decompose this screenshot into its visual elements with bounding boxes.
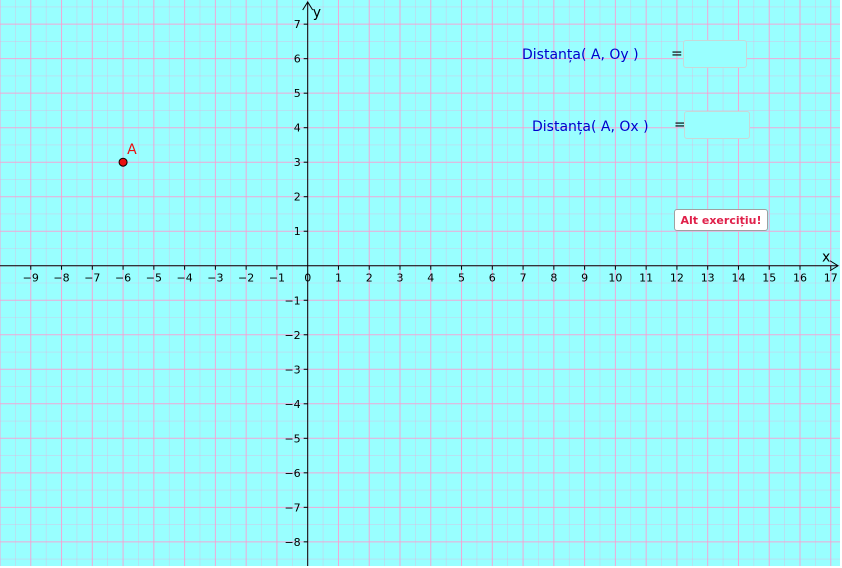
y-tick-label: −1 <box>284 294 300 307</box>
y-tick-label: −7 <box>284 501 300 514</box>
x-tick-label: −3 <box>207 272 223 285</box>
question-oy-label: Distanța( A, Oy ) <box>522 47 639 63</box>
x-tick-label: −5 <box>146 272 162 285</box>
y-tick-label: −2 <box>284 329 300 342</box>
x-tick-label: 8 <box>550 272 557 285</box>
x-axis-label: x <box>822 250 830 266</box>
y-tick-label: −3 <box>284 363 300 376</box>
answer-ox-input[interactable] <box>684 111 750 139</box>
x-tick-label: −9 <box>23 272 39 285</box>
x-tick-label: 15 <box>762 272 776 285</box>
x-tick-label: 3 <box>397 272 404 285</box>
x-tick-label: 5 <box>458 272 465 285</box>
y-axis-label: y <box>313 5 321 21</box>
x-tick-label: 2 <box>366 272 373 285</box>
y-tick-label: −4 <box>284 398 300 411</box>
x-tick-label: 17 <box>824 272 838 285</box>
x-tick-label: 16 <box>793 272 807 285</box>
y-tick-label: 5 <box>294 87 301 100</box>
x-tick-label: 12 <box>670 272 684 285</box>
point-a[interactable] <box>118 157 128 167</box>
x-tick-label: 7 <box>520 272 527 285</box>
y-tick-label: −6 <box>284 467 300 480</box>
x-tick-label: −6 <box>115 272 131 285</box>
answer-oy-input[interactable] <box>683 40 747 68</box>
x-tick-label: 9 <box>581 272 588 285</box>
x-tick-label: 0 <box>304 272 311 285</box>
x-tick-label: −7 <box>84 272 100 285</box>
question-ox-label: Distanța( A, Ox ) <box>532 119 649 135</box>
x-axis-arrow <box>829 260 839 272</box>
x-tick-label: −2 <box>238 272 254 285</box>
x-tick-label: 6 <box>489 272 496 285</box>
y-tick-label: 4 <box>294 122 301 135</box>
point-a-label: A <box>127 142 137 158</box>
y-tick-label: 6 <box>294 53 301 66</box>
y-tick-label: 2 <box>294 191 301 204</box>
x-tick-label: 4 <box>427 272 434 285</box>
x-tick-label: 11 <box>639 272 653 285</box>
x-tick-label: 1 <box>335 272 342 285</box>
x-tick-label: −8 <box>53 272 69 285</box>
y-tick-label: 7 <box>294 18 301 31</box>
x-tick-label: 13 <box>701 272 715 285</box>
new-exercise-button[interactable]: Alt exercițiu! <box>674 209 768 231</box>
x-tick-label: −4 <box>177 272 193 285</box>
y-tick-label: −8 <box>284 536 300 549</box>
y-tick-label: 1 <box>294 225 301 238</box>
x-tick-label: 10 <box>608 272 622 285</box>
y-tick-label: 3 <box>294 156 301 169</box>
x-tick-label: 14 <box>731 272 745 285</box>
y-tick-label: −5 <box>284 432 300 445</box>
y-axis-arrow <box>302 1 314 11</box>
x-tick-label: −1 <box>269 272 285 285</box>
